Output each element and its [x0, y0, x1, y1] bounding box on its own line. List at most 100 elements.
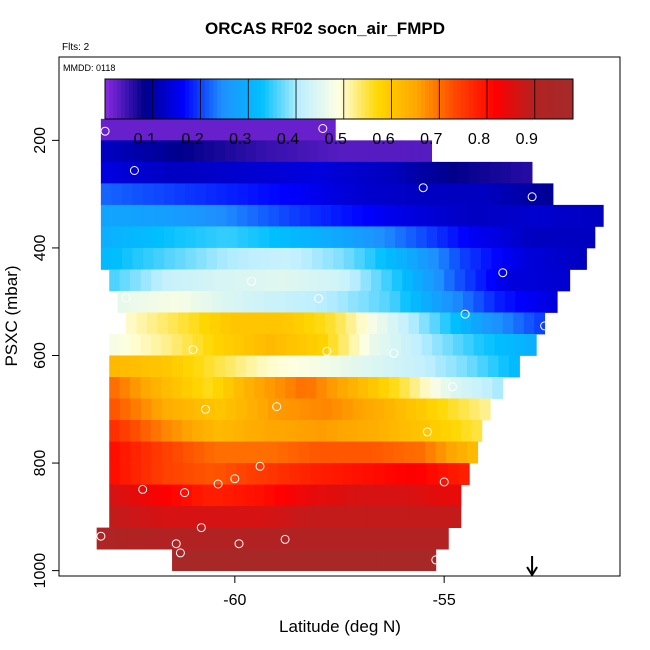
heatmap-cell [282, 312, 294, 335]
heatmap-cell [491, 247, 503, 270]
heatmap-cell [438, 527, 449, 550]
heatmap-cell [426, 398, 438, 421]
heatmap-cell [173, 140, 184, 163]
heatmap-cell [199, 312, 211, 335]
heatmap-cell [368, 377, 379, 399]
colorbar-segment [561, 79, 566, 119]
heatmap-cell [233, 484, 245, 507]
colorbar-segment [213, 79, 218, 119]
heatmap-cell [255, 269, 267, 292]
heatmap-cell [336, 506, 348, 528]
heatmap-cell [548, 269, 560, 292]
heatmap-cell [521, 183, 533, 206]
heatmap-cell [202, 377, 214, 399]
colorbar-segment [297, 79, 302, 119]
heatmap-cell [214, 441, 226, 464]
heatmap-cell [406, 527, 418, 550]
heatmap-cell [461, 377, 473, 399]
heatmap-cell [241, 527, 253, 550]
heatmap-cell [264, 484, 276, 507]
heatmap-cell [212, 506, 224, 528]
heatmap-cell [146, 312, 158, 335]
heatmap-cell [277, 549, 289, 572]
heatmap-cell [382, 441, 394, 464]
heatmap-cell [502, 312, 514, 335]
heatmap-cell [319, 549, 331, 572]
heatmap-cell [119, 377, 131, 399]
heatmap-cell [347, 484, 358, 507]
heatmap-cell [287, 269, 299, 292]
heatmap-cell [160, 506, 172, 528]
heatmap-cell [140, 484, 152, 507]
heatmap-cell [161, 441, 173, 464]
heatmap-cell [498, 204, 510, 227]
axes: -60 -55 200 400 600 800 1000 [32, 127, 456, 609]
heatmap-cell [466, 355, 478, 378]
heatmap-cell [150, 333, 162, 356]
heatmap-cell [506, 269, 518, 292]
heatmap-cell [119, 484, 131, 507]
colorbar-segment [237, 79, 242, 119]
heatmap-cell [276, 140, 288, 163]
colorbar-segment [541, 79, 546, 119]
colorbar-segment [221, 79, 226, 119]
heatmap-cell [303, 118, 315, 141]
heatmap-cell [129, 484, 141, 507]
heatmap-cell [171, 420, 183, 442]
heatmap-cell [446, 204, 458, 227]
heatmap-cell [492, 377, 504, 399]
heatmap-cell [289, 463, 301, 485]
heatmap-cell [121, 247, 133, 270]
y-tick-label: 200 [32, 127, 49, 154]
heatmap-cell [427, 527, 439, 550]
heatmap-cell [347, 290, 359, 313]
heatmap-cell [435, 204, 447, 227]
heatmap-cell [463, 333, 475, 356]
heatmap-cell [384, 398, 396, 421]
heatmap-cell [381, 269, 393, 292]
colorbar-segment [465, 79, 470, 119]
heatmap-cell [257, 204, 269, 227]
colorbar-segment [165, 79, 170, 119]
colorbar-segment [245, 79, 250, 119]
heatmap-cell [288, 355, 299, 378]
colorbar-segment [181, 79, 186, 119]
heatmap-cell [117, 527, 129, 550]
heatmap-cell [111, 183, 123, 206]
heatmap-cell [378, 377, 390, 399]
heatmap-cell [195, 204, 206, 227]
heatmap-cell [416, 226, 428, 249]
heatmap-cell [458, 398, 470, 421]
heatmap-cell [151, 463, 163, 485]
heatmap-cell [494, 290, 506, 313]
data-point [247, 276, 257, 286]
heatmap-cell [409, 484, 420, 507]
heatmap-cell [367, 420, 379, 442]
heatmap-cell [132, 118, 144, 141]
heatmap-cell [258, 226, 270, 249]
colorbar-segment [137, 79, 142, 119]
heatmap-cell [213, 269, 225, 292]
heatmap-cell [367, 506, 379, 528]
heatmap-cell [172, 355, 184, 378]
heatmap-cell [228, 118, 240, 141]
heatmap-cell [326, 506, 338, 528]
heatmap-cell [550, 204, 562, 227]
heatmap-cell [109, 355, 121, 378]
heatmap-cell [311, 161, 323, 184]
heatmap-cell [204, 463, 216, 485]
heatmap-cell [193, 441, 205, 464]
heatmap-cell [292, 118, 304, 141]
heatmap-cell [130, 355, 142, 378]
heatmap-cell [109, 506, 120, 528]
heatmap-cell [353, 226, 365, 249]
heatmap-cell [296, 333, 308, 356]
heatmap-cell [122, 118, 134, 141]
colorbar-segment [473, 79, 478, 119]
heatmap-cell [575, 247, 587, 270]
heatmap-cell [253, 290, 265, 313]
heatmap-cell [174, 247, 186, 270]
heatmap-cell [259, 247, 271, 270]
heatmap-cell [266, 269, 278, 292]
heatmap-cell [334, 527, 346, 550]
